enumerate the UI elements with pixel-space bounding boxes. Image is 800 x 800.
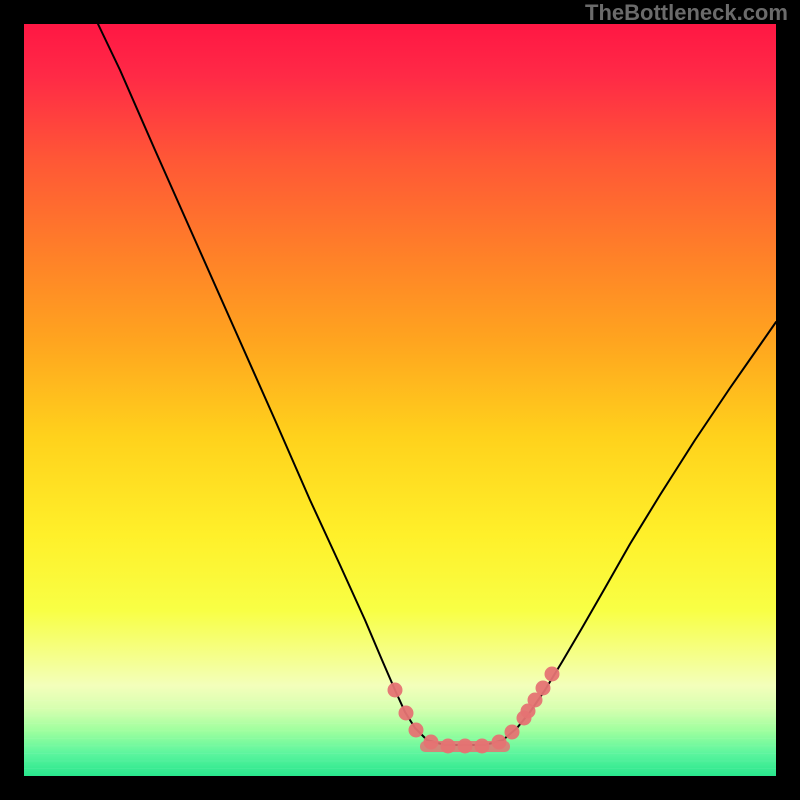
bottleneck-chart [0, 0, 800, 800]
data-point [409, 723, 424, 738]
data-point [399, 706, 414, 721]
data-point [492, 735, 507, 750]
data-point [505, 725, 520, 740]
data-point [424, 735, 439, 750]
watermark-text: TheBottleneck.com [585, 0, 788, 26]
data-point [475, 739, 490, 754]
data-point [545, 667, 560, 682]
data-point [458, 739, 473, 754]
data-point [536, 681, 551, 696]
data-point [441, 739, 456, 754]
gradient-background [24, 24, 776, 776]
data-point [388, 683, 403, 698]
